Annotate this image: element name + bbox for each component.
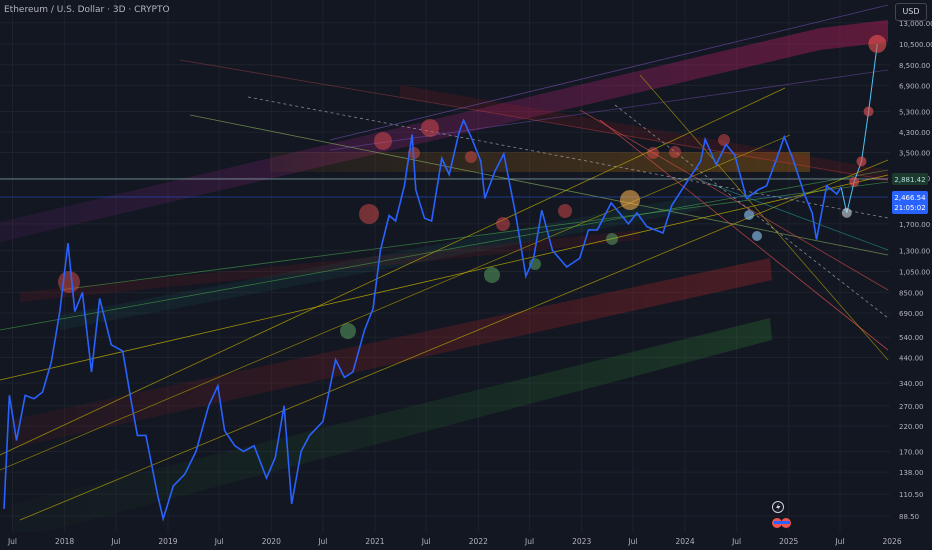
time-tick-label: 2018 bbox=[55, 537, 74, 546]
drawing-bands bbox=[0, 20, 888, 540]
price-tick-label: 1,300.00 bbox=[899, 247, 930, 255]
price-tick-label: 4,300.00 bbox=[899, 129, 930, 137]
price-axis-labels: 13,000.00 10,500.00 8,500.00 6,900.00 5,300.… bbox=[899, 20, 932, 521]
bar-countdown-label: 21:05:02 bbox=[894, 204, 925, 212]
time-tick-label: Jul bbox=[317, 537, 327, 546]
time-tick-label: 2019 bbox=[158, 537, 177, 546]
price-axis[interactable] bbox=[890, 0, 932, 550]
time-tick-label: 2024 bbox=[676, 537, 695, 546]
time-tick-label: Jul bbox=[627, 537, 637, 546]
price-tick-label: 8,500.00 bbox=[899, 62, 930, 70]
price-tick-label: 13,000.00 bbox=[899, 20, 932, 28]
current-price-label: 2,466.54 bbox=[894, 194, 926, 202]
price-tick-label: 850.00 bbox=[899, 289, 924, 297]
projection-point bbox=[849, 176, 860, 187]
price-tick-label: 170.00 bbox=[899, 448, 924, 456]
projection-point bbox=[868, 34, 887, 53]
price-tick-label: 1,050.00 bbox=[899, 269, 930, 277]
price-tick-label: 440.00 bbox=[899, 354, 924, 362]
time-tick-label: 2026 bbox=[883, 537, 902, 546]
time-tick-label: Jul bbox=[214, 537, 224, 546]
time-tick-label: Jul bbox=[731, 537, 741, 546]
price-tick-label: 5,300.00 bbox=[899, 108, 930, 116]
price-tick-label: 1,700.00 bbox=[899, 221, 930, 229]
price-labels: 2,881.42 2,466.54 21:05:02 bbox=[892, 173, 928, 214]
price-tick-label: 110.50 bbox=[899, 491, 924, 499]
time-tick-label: Jul bbox=[421, 537, 431, 546]
level-price-box bbox=[892, 173, 928, 185]
time-tick-label: 2020 bbox=[262, 537, 281, 546]
projection-point bbox=[856, 156, 867, 167]
currency-button[interactable]: USD bbox=[895, 3, 927, 21]
level-price-label: 2,881.42 bbox=[894, 176, 925, 184]
price-tick-label: 3,500.00 bbox=[899, 149, 930, 157]
price-tick-label: 88.50 bbox=[899, 513, 919, 521]
grid bbox=[0, 0, 893, 532]
projection-path bbox=[840, 34, 887, 218]
price-tick-label: 540.00 bbox=[899, 334, 924, 342]
price-tick-label: 6,900.00 bbox=[899, 82, 930, 90]
current-price-box bbox=[892, 191, 928, 214]
symbol-title[interactable]: Ethereum / U.S. Dollar · 3D · CRYPTO bbox=[4, 5, 170, 15]
time-tick-label: 2025 bbox=[779, 537, 798, 546]
time-tick-label: Jul bbox=[7, 537, 17, 546]
price-tick-label: 138.00 bbox=[899, 469, 924, 477]
projection-point bbox=[863, 106, 874, 117]
time-axis-labels: Jul 2018 Jul 2019 Jul 2020 Jul 2021 Jul 2022 Jul 20… bbox=[7, 537, 902, 546]
time-tick-label: Jul bbox=[110, 537, 120, 546]
projection-point bbox=[841, 207, 852, 218]
swing-markers bbox=[58, 119, 762, 339]
price-line bbox=[3, 118, 842, 522]
price-tick-label: 10,500.00 bbox=[899, 41, 932, 49]
time-tick-label: 2023 bbox=[572, 537, 591, 546]
drawing-lines bbox=[0, 4, 889, 521]
price-tick-label: 220.00 bbox=[899, 423, 924, 431]
time-tick-label: 2022 bbox=[469, 537, 488, 546]
time-tick-label: Jul bbox=[834, 537, 844, 546]
time-tick-label: Jul bbox=[524, 537, 534, 546]
price-tick-label: 340.00 bbox=[899, 380, 924, 388]
time-axis[interactable] bbox=[0, 532, 890, 550]
time-tick-label: 2021 bbox=[365, 537, 384, 546]
price-tick-label: 270.00 bbox=[899, 403, 924, 411]
price-tick-label: 690.00 bbox=[899, 310, 924, 318]
event-icons[interactable] bbox=[772, 501, 791, 529]
